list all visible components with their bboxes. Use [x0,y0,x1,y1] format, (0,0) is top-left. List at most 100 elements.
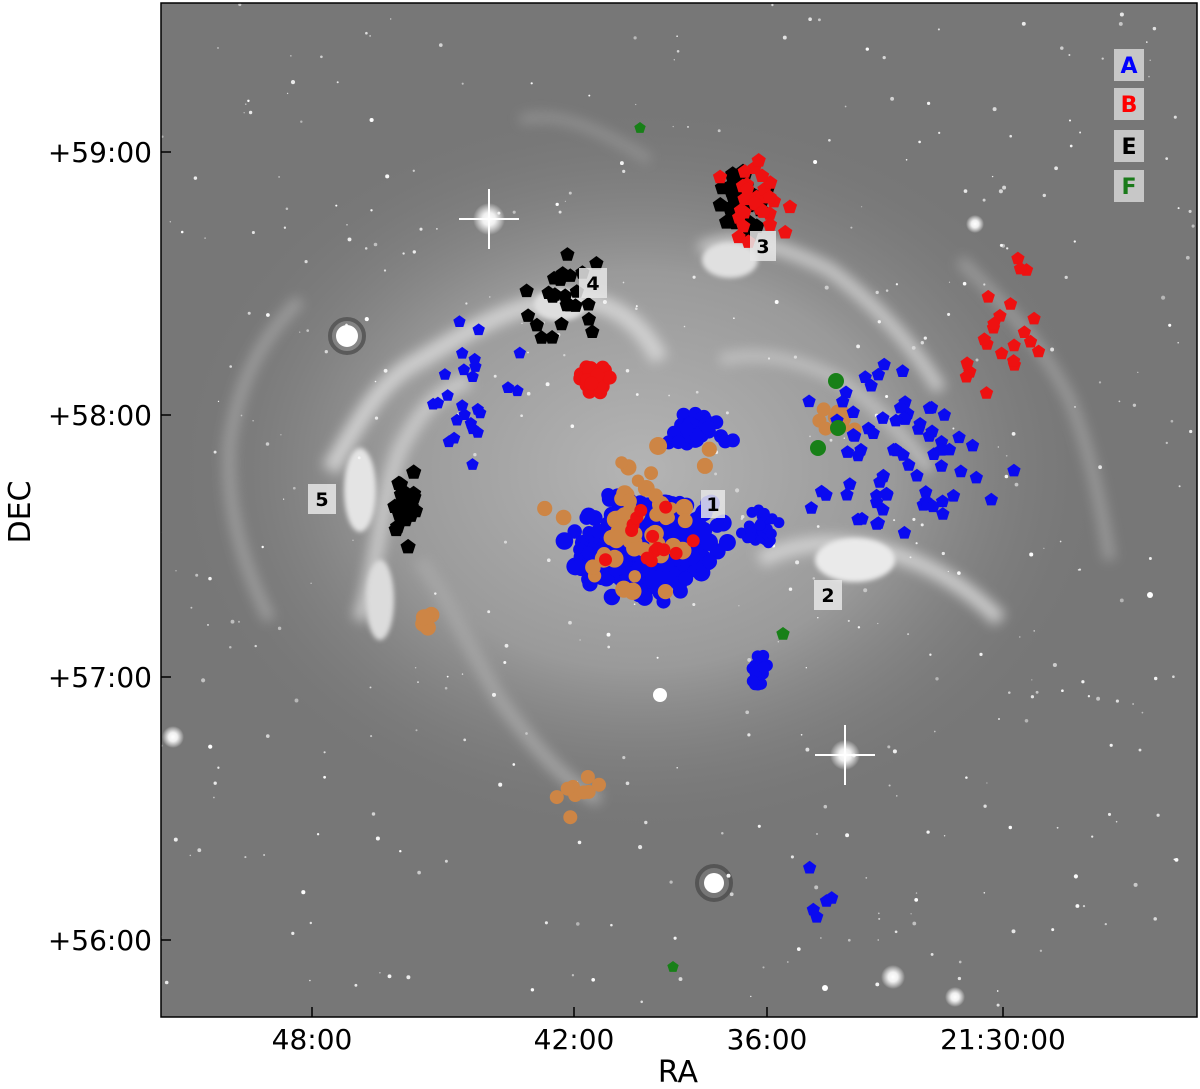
field-star [668,394,670,397]
field-star [571,974,575,977]
marker-class-a [471,426,484,438]
marker-class-b [646,529,660,543]
marker-class-a [765,528,777,540]
marker-class-a [870,488,884,502]
field-star [1004,474,1009,479]
field-star [1107,812,1112,816]
field-star [402,252,405,255]
field-star [512,210,516,214]
field-star [1082,905,1086,908]
field-star [547,558,551,562]
field-star [1161,295,1166,300]
marker-class-b [1017,325,1031,338]
marker-class-a [746,675,759,688]
field-star [193,176,198,180]
field-star [201,678,206,683]
field-star [814,885,819,890]
field-star [885,289,889,292]
field-star [983,804,987,808]
field-star [633,36,637,40]
field-star [673,59,675,61]
marker-class-b [782,199,798,214]
field-star [767,357,771,360]
field-star [986,782,988,784]
field-star [1060,46,1064,50]
field-star [745,710,750,715]
marker-class-e [712,197,728,212]
marker-class-a [896,364,910,377]
field-star [1051,928,1055,932]
marker-class-b [712,169,728,184]
marker-class-a [911,422,926,435]
marker-class-a [840,445,855,458]
field-star [692,275,696,279]
field-star [1185,255,1190,260]
marker-class-a [701,420,716,435]
field-star [173,837,178,842]
field-star [890,96,895,101]
marker-class-a [758,661,771,674]
field-star [530,82,533,85]
marker-orange [626,540,643,557]
field-star [947,312,951,316]
field-star [926,101,931,106]
field-star [829,438,833,442]
field-star [923,336,927,340]
marker-class-a [456,346,469,359]
field-star [635,103,637,106]
field-star [905,159,908,161]
field-star [895,283,899,286]
field-star [817,616,819,619]
field-star [323,775,326,779]
marker-class-a [694,521,713,540]
field-star [438,43,443,47]
field-star [1109,743,1113,747]
field-star [965,776,968,779]
field-star [1101,57,1104,60]
field-star [310,582,312,585]
field-star [820,937,822,939]
y-tick-label: +57:00 [48,661,152,694]
field-star [692,602,696,607]
field-star [1146,41,1148,43]
marker-class-b [995,346,1009,360]
field-star [852,753,856,758]
field-star [948,281,951,283]
marker-orange [555,509,572,526]
field-star [352,539,354,542]
plot-frame [160,2,1198,1018]
marker-class-b [640,551,654,565]
field-star [283,226,287,229]
marker-class-b [686,534,700,548]
field-star [1030,695,1035,699]
field-star [816,833,818,835]
marker-class-e [725,171,741,186]
marker-class-a [866,426,880,439]
legend: A B E F [1114,49,1144,202]
marker-class-e [560,247,575,261]
marker-class-a [804,501,818,514]
legend-item-f: F [1114,170,1144,202]
marker-class-a [954,464,968,478]
field-star [1170,419,1174,423]
field-star [335,204,338,207]
field-star [1050,347,1055,352]
field-star [266,313,270,317]
field-star [415,729,418,732]
svg-text:1: 1 [706,494,719,516]
field-star [721,832,724,835]
marker-class-a [501,381,515,393]
field-star [683,325,686,328]
field-star [896,795,898,797]
field-star [563,354,566,357]
field-star [461,673,464,675]
field-star [371,812,376,816]
field-star [733,317,735,320]
field-star [1029,552,1034,557]
field-star [943,835,946,837]
field-star [248,110,253,115]
field-star [354,983,358,987]
marker-orange [576,785,591,800]
field-star [290,80,296,85]
marker-class-f [810,440,826,456]
